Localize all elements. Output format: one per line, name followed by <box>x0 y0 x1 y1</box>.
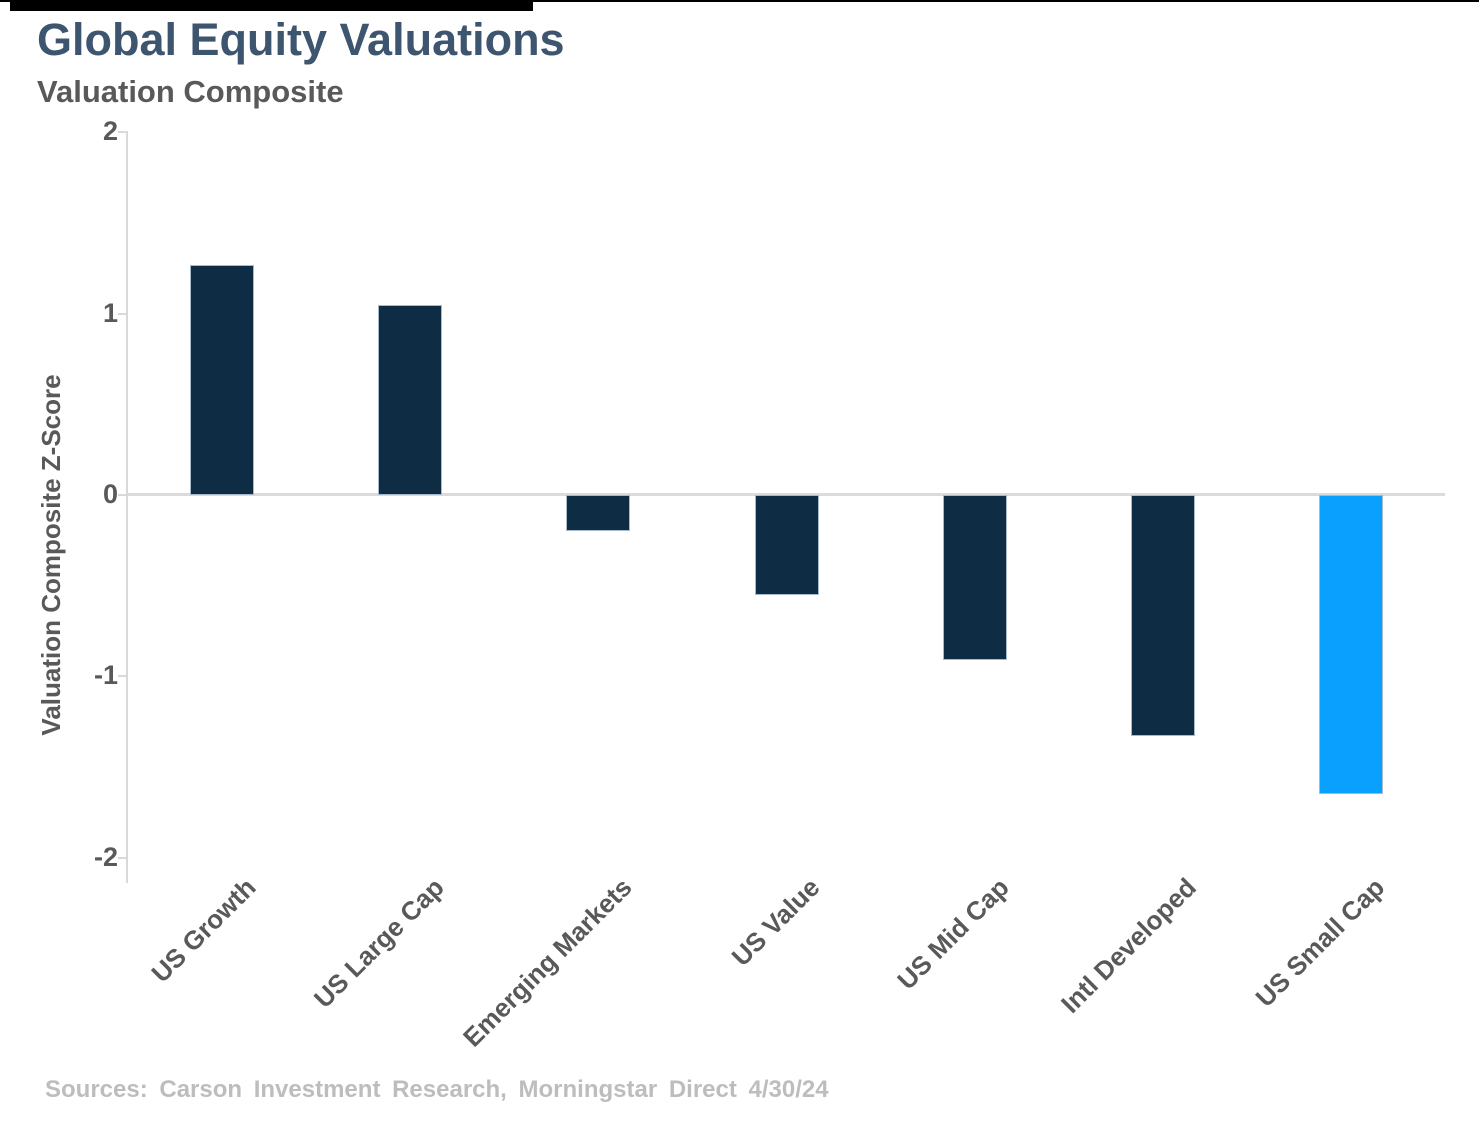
chart-subtitle: Valuation Composite <box>37 74 344 109</box>
y-tick-mark <box>118 131 127 134</box>
y-axis-line <box>126 131 128 883</box>
bar-us-large-cap <box>378 305 442 495</box>
y-tick-label: 2 <box>102 116 118 147</box>
y-tick-label: 0 <box>102 479 118 509</box>
bar-us-mid-cap <box>943 495 1007 660</box>
x-axis-label-emerging-markets: Emerging Markets <box>456 872 638 1053</box>
page-title: Global Equity Valuations <box>37 14 565 65</box>
bar-us-value <box>755 495 819 595</box>
x-axis-label-us-small-cap: US Small Cap <box>1249 872 1391 1013</box>
top-accent-bar <box>10 0 533 11</box>
source-note: Sources: Carson Investment Research, Mor… <box>45 1076 829 1103</box>
y-tick-mark <box>118 494 127 496</box>
y-tick-mark <box>118 856 127 859</box>
y-tick-label: -2 <box>93 841 118 872</box>
bar-us-small-cap <box>1319 495 1383 794</box>
x-axis-label-us-large-cap: US Large Cap <box>307 872 450 1014</box>
top-border-line <box>0 0 1479 2</box>
y-axis-title: Valuation Composite Z-Score <box>36 374 66 736</box>
y-tick-label: 1 <box>102 297 118 328</box>
x-axis-label-intl-developed: Intl Developed <box>1055 872 1203 1019</box>
bar-us-growth <box>190 265 254 495</box>
x-axis-label-us-value: US Value <box>725 872 826 972</box>
y-tick-mark <box>118 312 127 315</box>
y-tick-label: -1 <box>93 660 118 691</box>
bar-intl-developed <box>1131 495 1195 736</box>
x-axis-label-us-mid-cap: US Mid Cap <box>890 872 1015 996</box>
y-tick-mark <box>118 675 127 678</box>
x-axis-label-us-growth: US Growth <box>145 872 262 989</box>
bar-emerging-markets <box>566 495 630 531</box>
zero-gridline <box>128 493 1445 496</box>
